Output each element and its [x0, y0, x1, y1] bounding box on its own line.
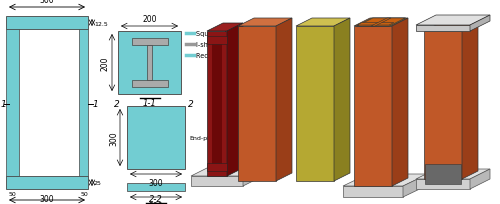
Polygon shape	[357, 19, 405, 27]
Polygon shape	[207, 24, 243, 32]
Text: 300: 300	[109, 131, 118, 145]
Polygon shape	[296, 19, 350, 27]
Polygon shape	[470, 16, 490, 32]
Polygon shape	[416, 169, 490, 179]
Bar	[127, 183, 185, 191]
Text: End-plate: End-plate	[189, 135, 219, 140]
Text: 12.5: 12.5	[94, 21, 108, 26]
Text: 300: 300	[40, 0, 54, 5]
Polygon shape	[424, 24, 478, 32]
Polygon shape	[371, 19, 391, 27]
Polygon shape	[354, 27, 392, 186]
Text: 50: 50	[80, 192, 88, 196]
Polygon shape	[357, 23, 394, 26]
Polygon shape	[416, 26, 470, 32]
Bar	[147, 46, 152, 81]
Text: 50: 50	[8, 192, 16, 196]
Polygon shape	[356, 19, 406, 27]
Text: 300: 300	[148, 178, 164, 187]
Polygon shape	[227, 24, 243, 176]
Text: 300: 300	[40, 194, 54, 203]
Polygon shape	[343, 174, 428, 186]
Polygon shape	[334, 19, 350, 181]
Bar	[207, 163, 227, 171]
Polygon shape	[392, 19, 408, 186]
Bar	[6, 30, 19, 176]
Text: Recycled concrete: Recycled concrete	[196, 53, 256, 59]
Text: 200: 200	[142, 15, 157, 24]
Text: 1-1: 1-1	[142, 99, 156, 108]
Polygon shape	[470, 169, 490, 189]
Polygon shape	[243, 165, 265, 186]
Bar	[6, 17, 88, 30]
Text: 1: 1	[93, 100, 99, 109]
Polygon shape	[416, 179, 470, 189]
Polygon shape	[296, 27, 334, 181]
Polygon shape	[462, 24, 478, 179]
Text: 2: 2	[114, 100, 120, 109]
Polygon shape	[354, 19, 408, 27]
Polygon shape	[424, 32, 462, 179]
Bar	[132, 81, 168, 88]
Polygon shape	[191, 176, 243, 186]
Polygon shape	[403, 174, 428, 197]
Bar	[118, 32, 181, 94]
Text: 300: 300	[148, 201, 164, 204]
Polygon shape	[191, 165, 265, 176]
Polygon shape	[343, 186, 403, 197]
Text: Square steel tube: Square steel tube	[196, 31, 254, 37]
Bar	[132, 39, 168, 46]
Text: I-shaped steel: I-shaped steel	[196, 42, 242, 48]
Bar	[207, 37, 227, 45]
Text: 200: 200	[101, 56, 110, 70]
Polygon shape	[416, 16, 490, 26]
Polygon shape	[276, 19, 292, 181]
Text: 2-2: 2-2	[149, 194, 163, 203]
Text: 25: 25	[94, 181, 102, 186]
Polygon shape	[207, 32, 227, 176]
Bar	[6, 176, 88, 189]
Text: 2: 2	[188, 100, 194, 109]
Polygon shape	[238, 27, 276, 181]
Bar	[127, 106, 185, 169]
Bar	[79, 30, 88, 176]
Bar	[212, 42, 222, 166]
Bar	[425, 164, 461, 184]
Text: 1: 1	[1, 100, 7, 109]
Polygon shape	[238, 19, 292, 27]
